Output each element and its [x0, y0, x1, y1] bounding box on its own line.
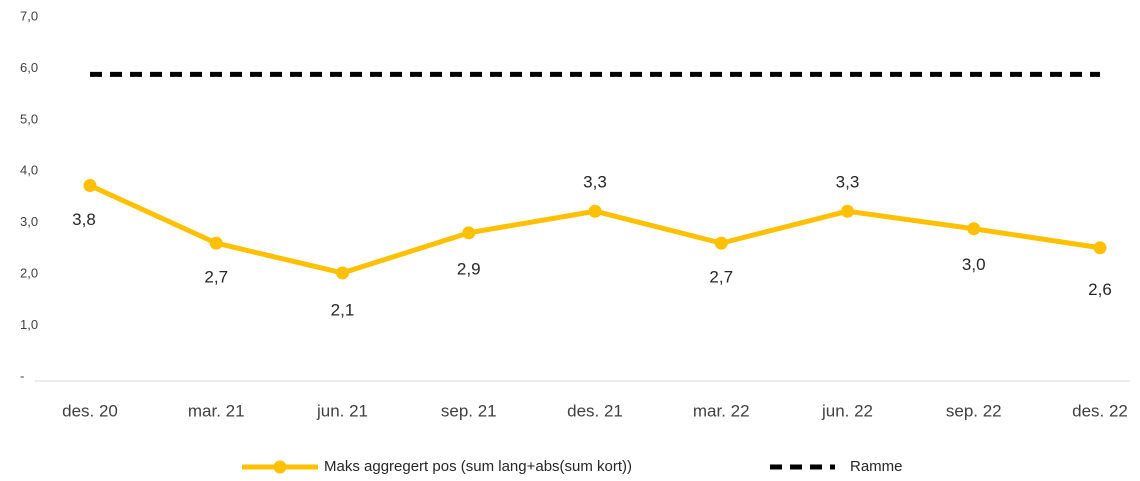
x-tick-label: jun. 21 [316, 401, 368, 420]
data-label: 2,6 [1088, 280, 1112, 299]
x-tick-label: jun. 22 [821, 401, 873, 420]
x-tick-label: des. 21 [567, 401, 623, 420]
data-label: 2,1 [331, 300, 355, 319]
point [967, 222, 981, 236]
point [588, 204, 602, 218]
x-tick-label: sep. 21 [441, 401, 497, 420]
y-tick-label: 6,0 [20, 60, 38, 75]
x-tick-label: des. 20 [62, 401, 118, 420]
series-line [88, 183, 1101, 276]
data-label: 2,7 [709, 268, 733, 287]
y-tick-label: 3,0 [20, 214, 38, 229]
y-tick-label: - [20, 368, 24, 383]
x-tick-label: mar. 21 [188, 401, 245, 420]
data-label: 3,8 [72, 210, 96, 229]
point [462, 226, 476, 240]
point [83, 179, 97, 193]
legend-label: Maks aggregert pos (sum lang+abs(sum kor… [324, 458, 632, 475]
y-tick-label: 4,0 [20, 163, 38, 178]
legend-label: Ramme [850, 458, 903, 475]
data-label: 3,3 [583, 173, 607, 192]
data-label: 3,3 [836, 173, 860, 192]
point [1093, 241, 1107, 255]
x-tick-label: sep. 22 [946, 401, 1002, 420]
y-tick-label: 2,0 [20, 266, 38, 281]
y-tick-label: 1,0 [20, 317, 38, 332]
x-tick-label: des. 22 [1072, 401, 1128, 420]
y-tick-label: 5,0 [20, 111, 38, 126]
point [209, 236, 223, 250]
data-label: 3,0 [962, 255, 986, 274]
point [714, 236, 728, 250]
point [336, 266, 349, 280]
x-tick-label: mar. 22 [693, 401, 750, 420]
point [841, 204, 854, 218]
data-label: 2,9 [457, 259, 481, 278]
y-tick-label: 7,0 [20, 8, 38, 23]
legend-marker [273, 460, 287, 474]
data-label: 2,7 [204, 268, 228, 287]
